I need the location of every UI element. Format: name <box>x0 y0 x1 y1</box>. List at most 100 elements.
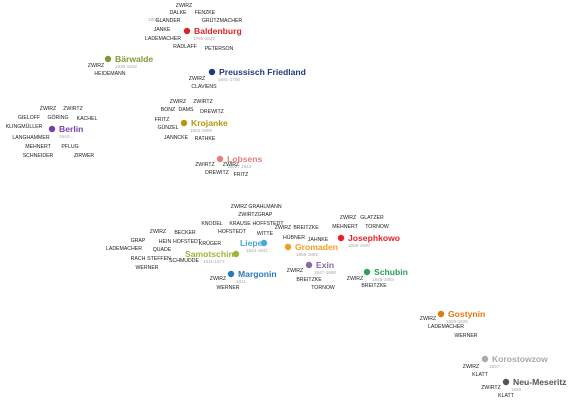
surname-label: BECKER <box>174 230 196 236</box>
gostynin-years: 1820-1825 <box>446 319 468 324</box>
gostynin-marker <box>437 310 445 318</box>
exin-years: 1847-1868 <box>314 270 336 275</box>
surname-label: TORNOW <box>365 224 389 230</box>
margonin-years: 1811 <box>236 279 246 284</box>
surname-label: KRÜGER <box>199 240 221 247</box>
surname-label: LADEMACHER <box>145 36 181 42</box>
surname-label: LANGHAMMER <box>12 135 49 141</box>
surname-label: WERNER <box>135 265 158 271</box>
surname-label: SCHMUDDE <box>169 258 200 264</box>
liepe-marker <box>260 239 268 247</box>
baldenburg-marker <box>183 27 191 35</box>
korostowzow-years: 1837 <box>489 364 500 369</box>
surname-label: RATHKE <box>195 136 216 142</box>
surname-label: FENZKE <box>195 10 216 16</box>
surname-label: ZWIRTZ <box>195 162 215 168</box>
surname-label: ZWIRZ <box>170 99 186 105</box>
surname-label: HOFSTEDT <box>218 229 247 235</box>
surname-label: KLINGMÜLLER <box>6 123 43 130</box>
surname-label: GRAP <box>258 212 273 218</box>
surname-label: ZWIRZ <box>231 204 247 210</box>
surname-label: GRAHLMANN <box>248 204 281 210</box>
berlin-years: 1943-... <box>59 134 75 139</box>
surname-label: FRITZ <box>234 172 249 178</box>
surname-label: WITTE <box>257 231 274 237</box>
surname-label: GLATZER <box>360 215 384 221</box>
surname-label: ZWIRZ <box>275 225 291 231</box>
josephkowo-marker <box>337 234 345 242</box>
surname-label: HEIDEMANN <box>94 71 125 77</box>
surname-label: SCHNEIDER <box>23 153 54 159</box>
surname-label: HOFFSTEDT <box>252 221 284 227</box>
krojanke-marker <box>180 119 188 127</box>
surname-label: ZWIRZ <box>347 276 363 282</box>
neu-meseritz-label: Neu-Meseritz <box>513 377 566 387</box>
neu-meseritz-years: 1840 <box>511 387 522 392</box>
berlin-marker <box>48 125 56 133</box>
surname-label: BREITZKE <box>293 225 319 231</box>
samotschin-years: 1811-1872 <box>203 259 225 264</box>
lobsens-marker <box>216 155 224 163</box>
surname-label: ZWIRZ <box>420 316 436 322</box>
surname-label: ZWIRTZ <box>193 99 213 105</box>
barwalde-label: Bärwalde <box>115 54 153 64</box>
surname-label: ZWIRTZ <box>238 212 258 218</box>
korostowzow-label: Korostowzow <box>492 354 548 364</box>
surname-label: ZWIRZ <box>223 162 239 168</box>
surname-label: KNODEL <box>201 221 222 227</box>
surname-label: ZWIRTZ <box>481 385 501 391</box>
berlin-label: Berlin <box>59 124 83 134</box>
surname-label: RACH <box>131 256 146 262</box>
schubin-marker <box>363 268 371 276</box>
surname-label: HÜBNER <box>283 234 305 241</box>
surname-label: ZWIRZ <box>150 229 166 235</box>
gromaden-label: Gromaden <box>295 242 338 252</box>
margonin-label: Margonin <box>238 269 277 279</box>
surname-label: ZWIRZ <box>189 76 205 82</box>
neu-meseritz-marker <box>502 378 510 386</box>
samotschin-marker <box>232 250 240 258</box>
preussisch-friedland-label: Preussisch Friedland <box>219 67 306 77</box>
surname-label: ZWIRZ <box>340 215 356 221</box>
surname-label: RADLAFF <box>173 44 197 50</box>
liepe-years: 1844-1941 <box>246 248 268 253</box>
korostowzow-marker <box>481 355 489 363</box>
surname-label: BREITZKE <box>296 277 322 283</box>
surname-label: LADEMACHER <box>106 246 142 252</box>
surname-label: ZWIRTZ <box>63 106 83 112</box>
surname-label: GRÜTZMACHER <box>202 17 243 24</box>
barwalde-marker <box>104 55 112 63</box>
surname-label: WERNER <box>454 333 477 339</box>
liepe-label: Liepe <box>240 238 263 248</box>
surname-label: ZIRWER <box>74 153 95 159</box>
surname-label: ZWIRZ <box>287 268 303 274</box>
surname-label: STEFFEN <box>147 256 171 262</box>
surname-label: CLAVIENS <box>191 84 217 90</box>
surname-label: DAMS <box>179 107 195 113</box>
baldenburg-extra-year: 1801 <box>148 17 159 22</box>
surname-label: BREITZKE <box>361 283 387 289</box>
surname-label: JANKE <box>154 27 171 33</box>
surname-label: GIELOFF <box>18 115 40 121</box>
surname-label: PFLUG <box>61 144 78 150</box>
surname-label: GLANDER <box>155 18 180 24</box>
surname-label: GÖRING <box>47 114 68 121</box>
surname-label: HEIN <box>159 239 172 245</box>
exin-marker <box>305 261 313 269</box>
surname-label: ZWIRZ <box>176 3 192 9</box>
schubin-years: 1845-1884 <box>372 277 394 282</box>
surname-label: HOFSTEDT <box>173 239 202 245</box>
surname-label: DALKE <box>169 10 187 16</box>
surname-label: ZWIRZ <box>40 106 56 112</box>
preussisch-friedland-marker <box>208 68 216 76</box>
krojanke-label: Krojanke <box>191 118 228 128</box>
